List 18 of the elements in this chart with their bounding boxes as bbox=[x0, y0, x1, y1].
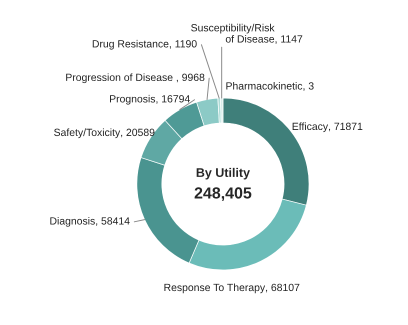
data-label: , 1147 bbox=[276, 35, 302, 44]
slice-label: Response To Therapy bbox=[164, 283, 266, 294]
slice-label: Safety/Toxicity bbox=[54, 128, 120, 138]
text: 248,405 bbox=[194, 187, 252, 201]
data-label: , 58414 bbox=[96, 217, 130, 226]
slice-label: Prognosis bbox=[110, 94, 156, 105]
slice-label: Pharmacokinetic bbox=[226, 82, 302, 90]
text: By Utility bbox=[196, 168, 250, 180]
slice-label: Progression of Disease bbox=[66, 73, 173, 84]
slice-label: Diagnosis bbox=[50, 216, 95, 227]
data-label: , 20589 bbox=[121, 128, 154, 138]
data-label: , 71871 bbox=[329, 122, 362, 132]
slice-label: Drug Resistance bbox=[92, 40, 168, 50]
slice-label: Efficacy bbox=[292, 122, 328, 132]
data-label: , 68107 bbox=[266, 284, 300, 292]
data-label: , 3 bbox=[303, 82, 314, 91]
data-label: , 9968 bbox=[176, 74, 204, 82]
data-label: , 16794 bbox=[156, 95, 190, 104]
